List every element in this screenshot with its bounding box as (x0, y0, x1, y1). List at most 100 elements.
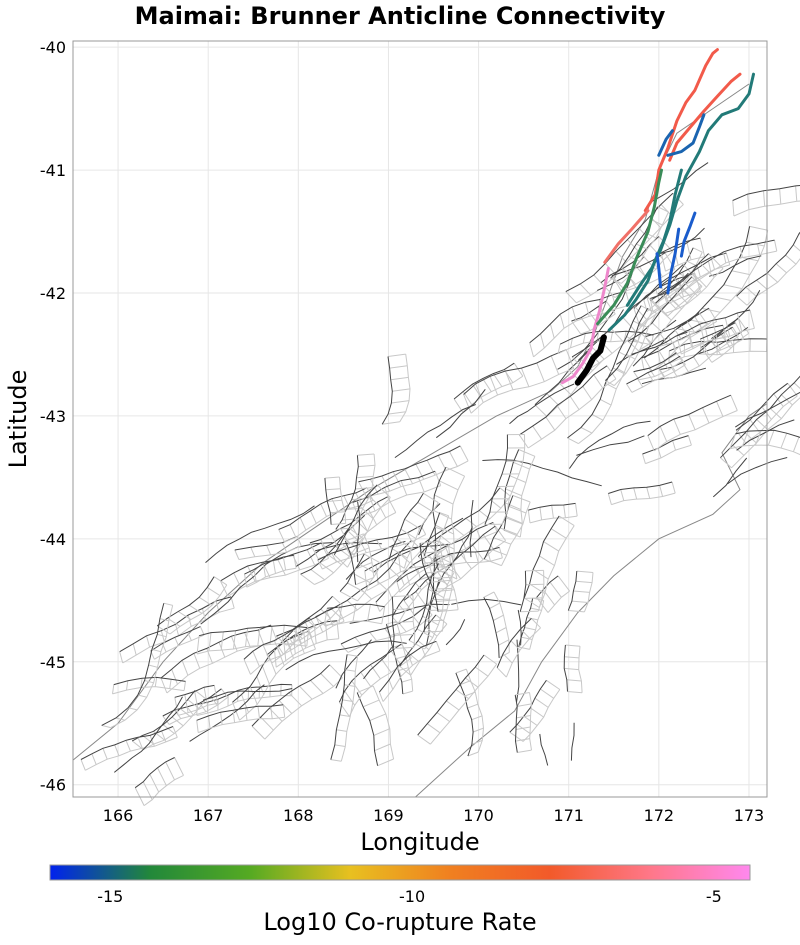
y-tick-label: -42 (40, 284, 66, 303)
fault-dip-tick (567, 691, 583, 694)
fault-dip-tick (723, 284, 743, 290)
fault-dip-tick (397, 552, 401, 572)
fault-dip-tick (332, 595, 343, 606)
fault-dip-tick (273, 640, 282, 656)
fault-dip-tick (636, 378, 644, 388)
fault-dip-tick (739, 246, 743, 258)
fault-dip-tick (549, 581, 562, 598)
fault-dip-tick (625, 270, 637, 288)
fault-trace (736, 419, 795, 451)
fault-dip-tick (669, 362, 676, 372)
fault-trace (463, 349, 567, 395)
fault-dip-tick (392, 388, 411, 392)
fault-dip-tick (569, 396, 580, 410)
fault-dip-tick (102, 748, 108, 760)
fault-dip-tick (662, 361, 670, 371)
fault-dip-tick (376, 484, 391, 498)
fault-trace (645, 312, 700, 338)
fault-dip-tick (626, 383, 633, 393)
fault-dip-tick (350, 547, 370, 556)
fault-dip-tick (397, 666, 402, 677)
fault-dip-tick (313, 625, 317, 644)
fault-dip-edge (166, 639, 277, 694)
y-tick-label: -44 (40, 530, 66, 549)
fault-dip-tick (571, 356, 586, 372)
fault-dip-tick (417, 501, 433, 513)
x-tick-label: 172 (644, 806, 675, 825)
fault-dip-tick (472, 727, 484, 733)
fault-dip-tick (352, 502, 359, 517)
fault-dip-tick (492, 373, 503, 387)
fault-dip-tick (436, 599, 457, 602)
fault-dip-tick (531, 618, 541, 629)
fault-dip-tick (795, 185, 798, 202)
fault-dip-tick (251, 725, 266, 740)
fault-dip-edge (654, 410, 738, 452)
fault-dip-edge (382, 650, 441, 702)
fault-dip-tick (157, 633, 167, 638)
fault-dip-tick (754, 430, 762, 446)
fault-dip-tick (455, 689, 469, 700)
fault-dip-tick (460, 680, 471, 686)
fault-dip-edge (347, 614, 433, 653)
fault-dip-tick (732, 200, 735, 217)
fault-dip-tick (730, 395, 738, 411)
fault-dip-tick (529, 342, 534, 358)
fault-dip-tick (269, 626, 273, 645)
fault-dip-tick (325, 488, 341, 491)
fault-trace (482, 459, 602, 487)
fault-dip-tick (393, 646, 414, 649)
fault-dip-edge (227, 557, 329, 597)
fault-dip-tick (545, 416, 556, 431)
fault-dip-edge (110, 605, 174, 729)
fault-trace (570, 722, 575, 761)
fault-dip-tick (358, 481, 367, 497)
fault-dip-tick (434, 494, 454, 505)
fault-dip-tick (184, 694, 189, 713)
fault-dip-edge (264, 677, 343, 740)
fault-dip-tick (546, 679, 561, 690)
fault-dip-tick (682, 264, 697, 280)
fault-dip-tick (682, 362, 689, 373)
fault-dip-tick (392, 471, 402, 487)
fault-trace (358, 445, 461, 483)
fault-trace (251, 664, 331, 727)
fault-dip-tick (515, 726, 531, 730)
fault-trace (131, 690, 196, 742)
fault-dip-tick (387, 353, 406, 357)
fault-dip-edge (439, 541, 459, 610)
fault-dip-tick (114, 744, 120, 756)
fault-dip-tick (359, 515, 369, 532)
fault-dip-tick (775, 263, 787, 274)
fault-dip-tick (406, 532, 413, 543)
fault-dip-tick (686, 320, 696, 333)
fault-dip-tick (253, 569, 257, 583)
fault-trace (113, 676, 186, 686)
fault-dip-tick (650, 300, 654, 312)
fault-trace (700, 322, 736, 340)
fault-dip-tick (245, 628, 249, 647)
fault-dip-tick (341, 536, 357, 548)
fault-dip-tick (439, 512, 449, 517)
fault-dip-tick (446, 700, 460, 711)
fault-dip-tick (474, 551, 479, 563)
fault-dip-tick (183, 681, 186, 691)
fault-dip-tick (518, 646, 530, 650)
colorbar-ticks: -15 -10 -5 (97, 887, 722, 906)
fault-dip-tick (342, 518, 359, 521)
fault-trace (445, 619, 466, 646)
fault-dip-tick (437, 609, 459, 613)
fault-dip-tick (331, 552, 337, 563)
fault-dip-tick (367, 494, 382, 508)
fault-dip-tick (278, 529, 285, 543)
fault-dip-tick (351, 497, 369, 501)
rupture-segment (603, 209, 650, 264)
fault-dip-tick (618, 351, 631, 359)
fault-dip-tick (201, 608, 206, 620)
fault-dip-tick (453, 526, 465, 536)
fault-dip-tick (335, 527, 353, 530)
fault-trace (735, 382, 789, 431)
fault-trace (205, 505, 315, 563)
fault-dip-tick (571, 600, 589, 603)
fault-trace (391, 573, 427, 618)
